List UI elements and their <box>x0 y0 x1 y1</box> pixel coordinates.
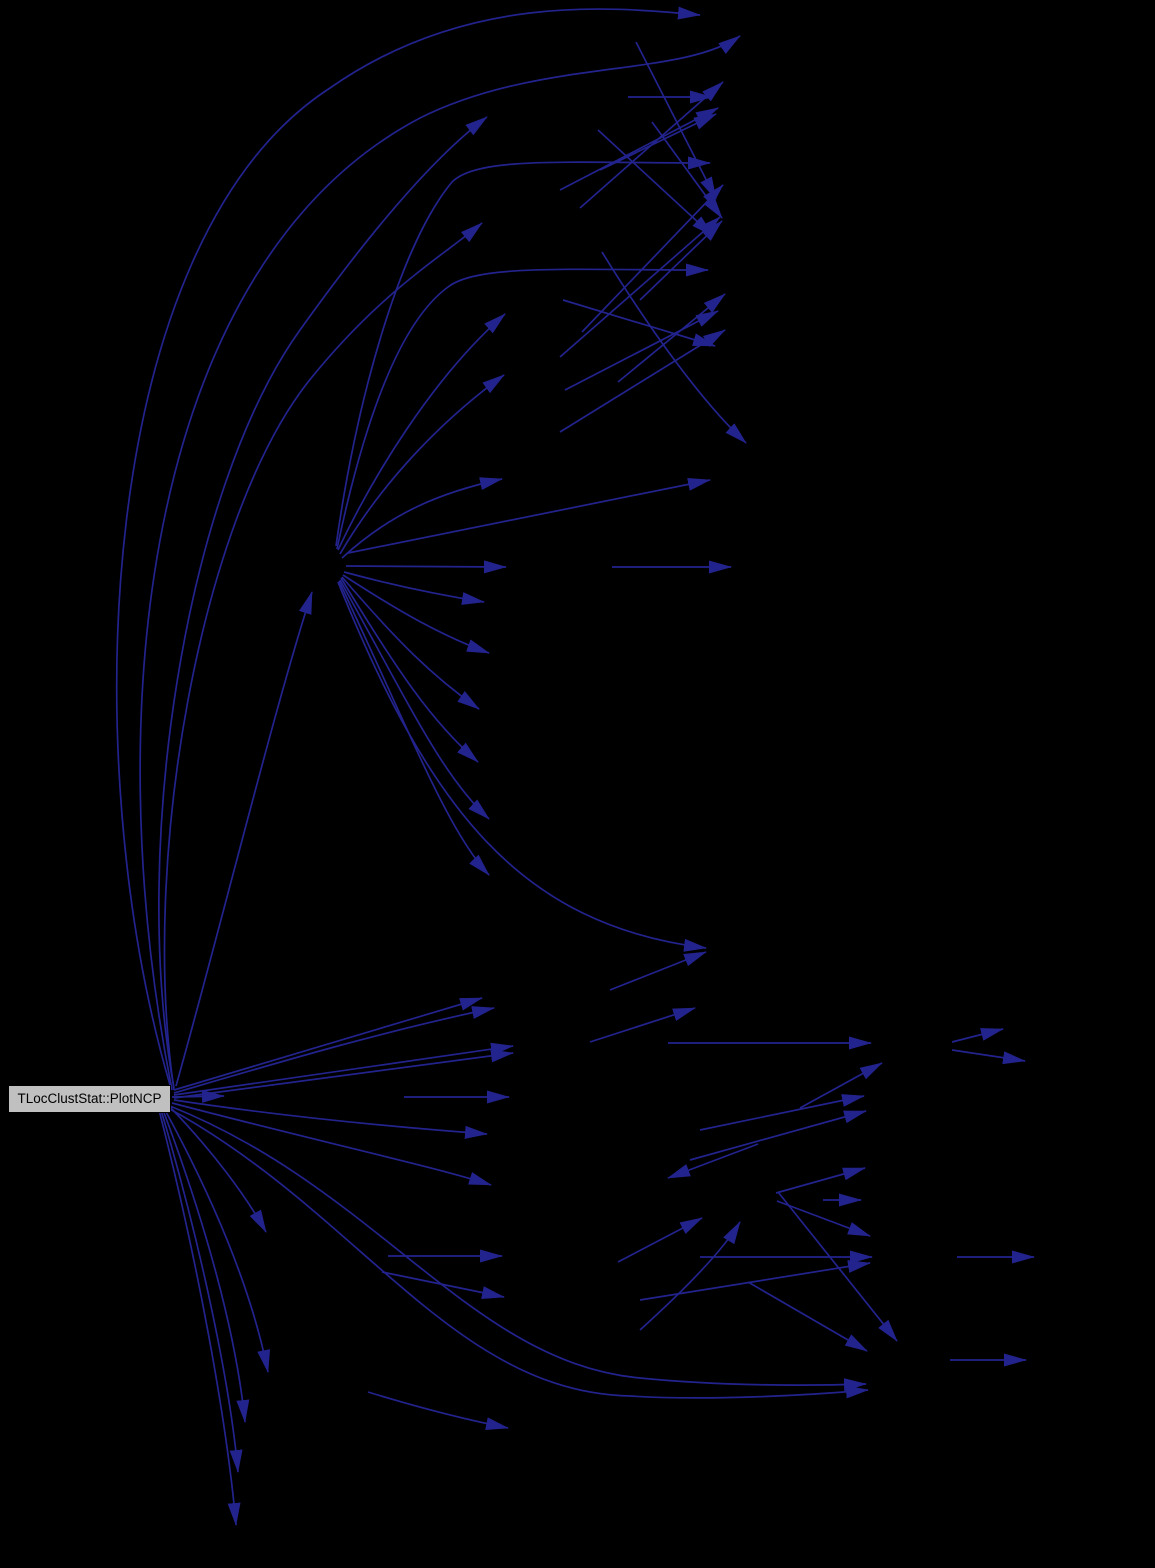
call-graph-edge <box>562 299 716 347</box>
call-graph-edge <box>173 1042 514 1096</box>
call-graph-edge <box>158 1109 241 1526</box>
call-graph-edge <box>639 220 723 301</box>
call-graph-edge <box>747 1281 868 1352</box>
call-graph-edge <box>609 951 707 991</box>
call-graph-edge <box>335 156 711 547</box>
call-graph-edge <box>667 1143 759 1179</box>
call-graph-edge <box>345 560 507 574</box>
call-graph-edge <box>776 1200 871 1237</box>
call-graph-edge <box>336 263 709 550</box>
call-graph-edge <box>337 581 707 952</box>
call-graph-edge <box>589 1007 696 1043</box>
call-graph-edge <box>175 591 313 1087</box>
call-graph-edge <box>339 374 505 555</box>
call-graph-edge <box>951 1049 1026 1065</box>
call-graph-edge <box>599 113 717 171</box>
call-graph-edge <box>564 310 719 391</box>
call-graph-edge <box>699 1094 865 1131</box>
call-graph-edge <box>160 1109 243 1473</box>
call-graph-edge <box>639 1221 741 1331</box>
call-graph-edge <box>951 1028 1004 1043</box>
call-graph-edge <box>173 1006 495 1094</box>
call-graph-edge <box>367 1391 509 1431</box>
call-graph-edge <box>341 576 480 710</box>
call-graph-edge <box>171 1102 492 1186</box>
call-graph-edge <box>559 216 721 358</box>
call-graph-edge <box>167 1107 869 1399</box>
call-graph-edge <box>338 580 490 876</box>
call-graph-edge <box>775 1167 866 1194</box>
call-graph-edge <box>689 1110 867 1161</box>
call-graph-edge <box>337 313 506 551</box>
call-graph-edge <box>341 477 503 559</box>
call-graph-edge <box>777 1191 898 1342</box>
graph-node-root-label: TLocClustStat::PlotNCP <box>17 1091 162 1107</box>
call-graph-edge <box>173 997 483 1091</box>
call-graph-edge <box>635 41 717 200</box>
call-graph-edge <box>139 35 741 1091</box>
call-graph-edge <box>340 577 479 763</box>
call-graph-edge <box>173 1099 488 1139</box>
call-graph-edge <box>162 1109 250 1423</box>
call-graph-edge <box>581 184 724 333</box>
call-graph-edge <box>347 477 711 554</box>
call-graph-edge <box>597 129 714 237</box>
call-graph-edge <box>342 574 490 654</box>
call-graph-edge <box>639 1260 871 1301</box>
call-graph-edge <box>559 329 726 433</box>
call-graph-edge <box>559 107 719 191</box>
call-graph-edge <box>163 222 483 1091</box>
call-graph-edge <box>173 1049 514 1099</box>
call-graph-edge <box>115 6 701 1086</box>
call-graph-edge <box>617 293 726 383</box>
call-graph-edge <box>617 1217 703 1263</box>
call-graph-edge <box>167 1104 267 1233</box>
call-graph-edge <box>339 579 490 820</box>
call-graph-edge <box>164 1109 271 1373</box>
call-graph-edge <box>601 251 747 444</box>
call-graph-edge <box>169 1105 867 1392</box>
graph-node-root[interactable]: TLocClustStat::PlotNCP <box>8 1085 171 1113</box>
call-graph-edge <box>343 571 485 605</box>
call-graph-edge <box>799 1062 883 1109</box>
call-graph-edge <box>158 116 488 1089</box>
